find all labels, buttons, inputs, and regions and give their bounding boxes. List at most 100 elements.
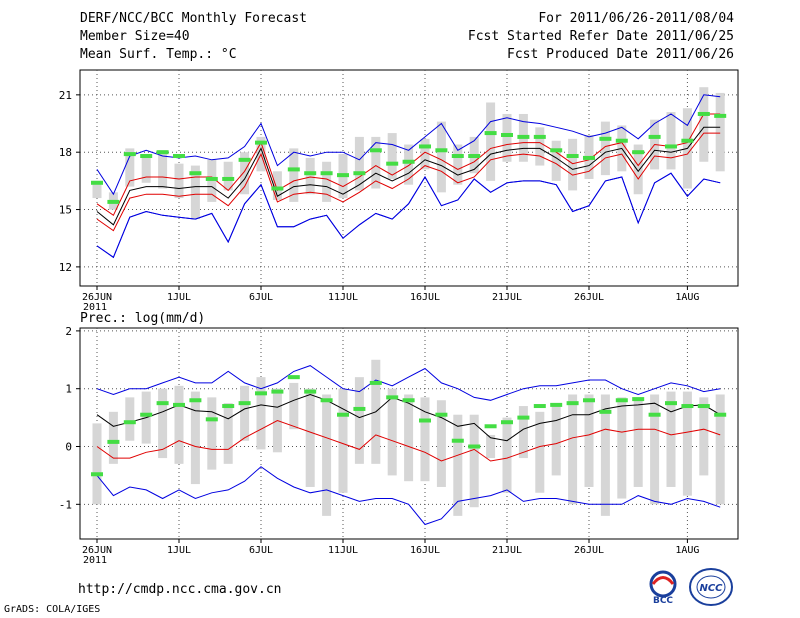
obs-marker	[419, 418, 431, 423]
spread-box	[387, 133, 397, 179]
spread-box	[223, 403, 233, 464]
bcc-logo-text: BCC	[653, 596, 673, 605]
spread-box	[256, 377, 266, 450]
obs-marker	[697, 111, 710, 116]
obs-marker	[222, 404, 235, 409]
series-line-lower	[96, 172, 721, 259]
spread-box	[502, 113, 512, 162]
series-line-mean	[96, 393, 721, 442]
x-tick-label: 16JUL	[410, 292, 440, 303]
obs-marker	[583, 155, 595, 160]
produced-date: Fcst Produced Date 2011/06/26	[507, 47, 734, 62]
obs-marker	[468, 444, 481, 449]
spread-box	[453, 414, 463, 516]
spread-box	[305, 157, 315, 195]
obs-marker	[517, 134, 530, 139]
spread-box	[92, 180, 102, 199]
y-tick-label: 0	[65, 441, 72, 454]
precip-title: Prec.: log(mm/d)	[80, 311, 205, 326]
obs-marker	[648, 134, 661, 139]
obs-marker	[287, 167, 300, 172]
member-size: Member Size=40	[80, 29, 190, 44]
panel-2: 26JUN 1JUL 6JUL 11JUL 16JUL 21JUL 26JUL 1AUG201…	[59, 325, 739, 566]
obs-marker	[369, 380, 382, 385]
spread-box	[535, 127, 545, 166]
spread-box	[125, 397, 135, 441]
spread-box	[453, 144, 463, 185]
x-year-label: 2011	[83, 555, 107, 566]
spread-box	[486, 102, 496, 181]
spread-box	[223, 161, 233, 191]
obs-marker	[550, 402, 563, 407]
obs-marker	[123, 152, 136, 157]
obs-marker	[320, 398, 333, 403]
obs-marker	[566, 154, 579, 159]
obs-marker	[255, 140, 267, 145]
spread-box	[305, 388, 315, 487]
obs-marker	[91, 472, 103, 477]
series-line-max	[96, 365, 721, 401]
obs-marker	[353, 171, 366, 176]
obs-marker	[599, 409, 612, 414]
x-tick-label: 1JUL	[167, 545, 191, 556]
obs-marker	[189, 171, 202, 176]
obs-marker	[107, 199, 120, 204]
obs-marker	[353, 406, 366, 411]
spread-box	[551, 140, 561, 181]
obs-marker	[402, 398, 415, 403]
x-tick-label: 26JUL	[574, 292, 604, 303]
ncc-logo-text: NCC	[699, 583, 723, 594]
spread-box	[568, 394, 578, 505]
x-tick-label: 21JUL	[492, 545, 522, 556]
spread-box	[338, 388, 348, 493]
panel-1: 26JUN 1JUL 6JUL 11JUL 16JUL 21JUL 26JUL 1AUG 201…	[59, 69, 739, 313]
spread-box	[190, 391, 200, 485]
spread-box	[502, 417, 512, 493]
obs-marker	[337, 173, 349, 178]
variable-label: Mean Surf. Temp.: °C	[80, 47, 237, 62]
x-tick-label: 11JUL	[328, 545, 358, 556]
spread-box	[600, 394, 610, 516]
y-tick-label: -1	[59, 498, 72, 511]
obs-marker	[173, 402, 185, 407]
spread-box	[518, 406, 528, 459]
spread-box	[174, 163, 184, 199]
obs-marker	[140, 154, 153, 159]
obs-marker	[648, 412, 661, 417]
spread-box	[436, 121, 446, 193]
obs-marker	[156, 150, 169, 155]
footer-url[interactable]: http://cmdp.ncc.cma.gov.cn	[78, 582, 282, 597]
obs-marker	[107, 439, 120, 444]
spread-box	[715, 394, 725, 505]
obs-marker	[140, 412, 153, 417]
x-tick-label: 11JUL	[328, 292, 358, 303]
spread-box	[141, 157, 151, 183]
spread-box	[240, 385, 250, 441]
spread-box	[535, 411, 545, 493]
obs-marker	[238, 157, 251, 162]
obs-marker	[632, 150, 645, 155]
y-tick-label: 12	[59, 261, 72, 274]
obs-marker	[369, 148, 382, 153]
x-tick-label: 21JUL	[492, 292, 522, 303]
obs-marker	[714, 412, 727, 417]
started-date: Fcst Started Refer Date 2011/06/25	[467, 29, 734, 44]
series-line-lower_red	[96, 132, 721, 232]
y-tick-label: 21	[59, 89, 72, 102]
x-tick-label: 16JUL	[410, 545, 440, 556]
x-tick-label: 6JUL	[249, 292, 273, 303]
obs-marker	[599, 136, 612, 141]
obs-marker	[205, 417, 218, 422]
series-line-mean	[96, 126, 721, 226]
spread-box	[600, 121, 610, 176]
spread-box	[404, 394, 414, 482]
obs-marker	[91, 180, 103, 185]
spread-box	[125, 148, 135, 187]
spread-box	[633, 144, 643, 195]
spread-box	[584, 394, 594, 487]
obs-marker	[304, 389, 317, 394]
series-line-upper	[96, 94, 721, 196]
plot-frame	[79, 69, 739, 287]
obs-marker	[419, 144, 431, 149]
x-tick-label: 1AUG	[675, 545, 699, 556]
